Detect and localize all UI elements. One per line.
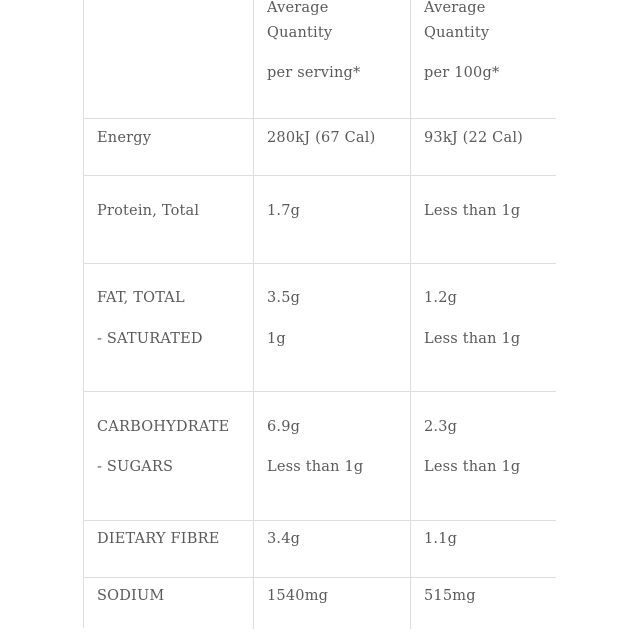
nutrient-label: CARBOHYDRATE: [97, 419, 230, 435]
table-row: Energy 280kJ (67 Cal) 93kJ (22 Cal): [84, 118, 556, 176]
header-per-serving: Average Quantity per serving*: [254, 0, 411, 118]
nutrient-label-cell: CARBOHYDRATE - SUGARS: [84, 392, 254, 521]
per-serving-value-cell: 280kJ (67 Cal): [254, 119, 411, 176]
per-100g-value-cell: Less than 1g: [411, 176, 556, 264]
per-100g-value-cell: 2.3g Less than 1g: [411, 392, 556, 521]
per-serving-value-cell: 1.7g: [254, 176, 411, 264]
table-row: SODIUM 1540mg 515mg: [84, 577, 556, 629]
nutrient-label: Energy: [97, 130, 152, 146]
per-serving-value: 1540mg: [267, 588, 329, 604]
per-100g-value-cell: 93kJ (22 Cal): [411, 119, 556, 176]
per-100g-value: Less than 1g: [424, 331, 521, 347]
table-row: CARBOHYDRATE - SUGARS 6.9g Less than 1g 2.3g…: [84, 391, 556, 521]
nutrient-label: SODIUM: [97, 588, 165, 604]
nutrient-label: Protein, Total: [97, 203, 200, 219]
per-serving-value-cell: 3.5g 1g: [254, 264, 411, 392]
per-serving-value: 280kJ (67 Cal): [267, 130, 376, 146]
nutrient-label-cell: Protein, Total: [84, 176, 254, 264]
per-serving-value: Less than 1g: [267, 459, 364, 475]
per-serving-value-cell: 6.9g Less than 1g: [254, 392, 411, 521]
nutrient-label-cell: DIETARY FIBRE: [84, 521, 254, 578]
per-100g-value: 1.1g: [424, 531, 458, 547]
table-header-row: Average Quantity per serving* Average Qu…: [84, 0, 556, 118]
per-100g-value: Less than 1g: [424, 459, 521, 475]
per-serving-value: 1.7g: [267, 203, 301, 219]
per-100g-value: Less than 1g: [424, 203, 521, 219]
header-text: Quantity: [424, 25, 490, 41]
per-serving-value: 1g: [267, 331, 286, 347]
header-text: Average: [424, 0, 486, 16]
header-empty-cell: [84, 0, 254, 118]
header-text: per serving*: [267, 65, 361, 81]
header-text: per 100g*: [424, 65, 500, 81]
nutrient-label: FAT, TOTAL: [97, 290, 185, 306]
nutrient-label: - SUGARS: [97, 459, 174, 475]
header-text: Quantity: [267, 25, 333, 41]
nutrient-label-cell: SODIUM: [84, 578, 254, 629]
per-100g-value: 2.3g: [424, 419, 458, 435]
table-row: Protein, Total 1.7g Less than 1g: [84, 175, 556, 264]
nutrient-label-cell: FAT, TOTAL - SATURATED: [84, 264, 254, 392]
per-serving-value-cell: 1540mg: [254, 578, 411, 629]
per-serving-value: 3.4g: [267, 531, 301, 547]
nutrition-table: Average Quantity per serving* Average Qu…: [83, 0, 556, 629]
per-100g-value-cell: 515mg: [411, 578, 556, 629]
nutrient-label: - SATURATED: [97, 331, 203, 347]
table-row: DIETARY FIBRE 3.4g 1.1g: [84, 520, 556, 578]
header-text: Average: [267, 0, 329, 16]
per-100g-value: 93kJ (22 Cal): [424, 130, 524, 146]
per-100g-value: 1.2g: [424, 290, 458, 306]
table-row: FAT, TOTAL - SATURATED 3.5g 1g 1.2g Less than…: [84, 263, 556, 392]
header-per-100g: Average Quantity per 100g*: [411, 0, 556, 118]
per-serving-value: 6.9g: [267, 419, 301, 435]
nutrient-label-cell: Energy: [84, 119, 254, 176]
per-100g-value-cell: 1.2g Less than 1g: [411, 264, 556, 392]
nutrient-label: DIETARY FIBRE: [97, 531, 220, 547]
per-serving-value: 3.5g: [267, 290, 301, 306]
per-serving-value-cell: 3.4g: [254, 521, 411, 578]
per-100g-value-cell: 1.1g: [411, 521, 556, 578]
per-100g-value: 515mg: [424, 588, 476, 604]
